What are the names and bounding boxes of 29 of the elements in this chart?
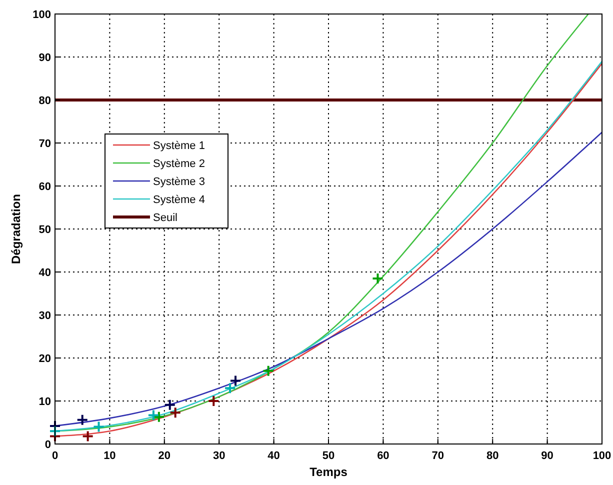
y-tick-label: 70 xyxy=(38,138,51,150)
x-tick-label: 0 xyxy=(52,450,58,462)
x-axis-title: Temps xyxy=(310,465,348,479)
legend-label: Seuil xyxy=(153,212,178,224)
y-tick-label: 90 xyxy=(38,52,51,64)
x-tick-label: 80 xyxy=(486,450,499,462)
y-tick-label: 50 xyxy=(38,224,51,236)
legend-label: Système 2 xyxy=(153,158,205,170)
y-tick-label: 0 xyxy=(44,439,51,451)
legend-label: Système 1 xyxy=(153,140,205,152)
x-tick-label: 60 xyxy=(377,450,390,462)
x-tick-label: 50 xyxy=(322,450,335,462)
x-tick-label: 100 xyxy=(592,450,612,462)
y-tick-label: 10 xyxy=(38,396,51,408)
legend-label: Système 4 xyxy=(153,194,205,206)
y-tick-label: 60 xyxy=(38,181,51,193)
x-tick-label: 40 xyxy=(268,450,280,462)
y-tick-label: 20 xyxy=(38,353,51,365)
x-tick-label: 20 xyxy=(158,450,171,462)
x-tick-label: 90 xyxy=(541,450,554,462)
legend-label: Système 3 xyxy=(153,176,205,188)
x-tick-label: 70 xyxy=(432,450,444,462)
x-tick-label: 30 xyxy=(212,450,226,462)
y-axis-title: Dégradation xyxy=(9,194,23,264)
y-tick-label: 40 xyxy=(38,267,51,279)
y-tick-label: 80 xyxy=(38,95,51,107)
y-tick-label: 100 xyxy=(32,9,51,21)
y-tick-label: 30 xyxy=(38,310,51,322)
x-tick-label: 10 xyxy=(104,450,116,462)
